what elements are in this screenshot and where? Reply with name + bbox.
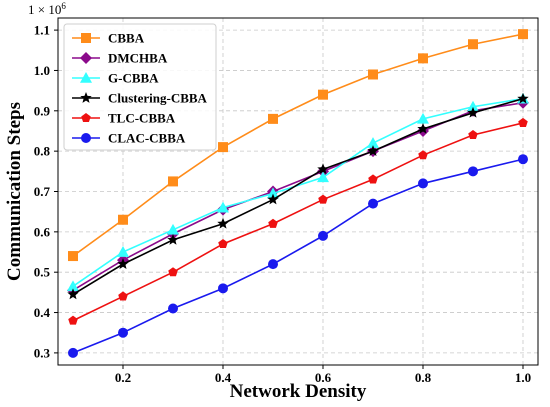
data-point-clac-cbba bbox=[68, 347, 78, 358]
data-point-g-cbba bbox=[267, 187, 279, 199]
series-clustering-cbba bbox=[67, 92, 529, 300]
y-tick-label: 0.4 bbox=[34, 305, 51, 320]
legend-marker bbox=[80, 92, 92, 103]
data-point-cbba bbox=[168, 176, 178, 187]
data-point-g-cbba bbox=[117, 246, 129, 257]
legend-marker bbox=[80, 52, 92, 64]
data-point-cbba bbox=[368, 69, 378, 80]
data-point-clustering-cbba bbox=[267, 193, 279, 205]
legend: CBBA DMCHBA G-CBBA Clustering-CBBA TLC-CBBA C… bbox=[63, 23, 217, 151]
data-point-g-cbba bbox=[317, 171, 329, 183]
data-point-clustering-cbba bbox=[467, 106, 479, 118]
data-point-tlc-cbba bbox=[368, 174, 378, 184]
data-point-cbba bbox=[218, 142, 228, 153]
data-point-tlc-cbba bbox=[168, 267, 178, 277]
data-point-clac-cbba bbox=[118, 327, 128, 338]
data-point-clac-cbba bbox=[318, 230, 328, 241]
x-axis-label: Network Density bbox=[230, 381, 367, 402]
y-tick-label: 1.1 bbox=[34, 23, 50, 38]
y-tick-label: 0.7 bbox=[34, 184, 51, 199]
axis-ticks: 0.2 0.4 0.6 0.8 1.0 0.3 0.4 0.5 0.6 0.7 0.8 0.9 1.0 1… bbox=[34, 23, 531, 385]
data-point-cbba bbox=[118, 214, 128, 225]
data-point-clac-cbba bbox=[268, 259, 278, 270]
data-point-clustering-cbba bbox=[367, 145, 379, 157]
y-tick-label: 0.5 bbox=[34, 265, 51, 280]
data-point-clustering-cbba bbox=[117, 258, 129, 269]
data-point-cbba bbox=[268, 113, 278, 124]
series-line-g-cbba bbox=[72, 97, 524, 287]
data-point-tlc-cbba bbox=[318, 194, 328, 204]
y-tick-label: 0.6 bbox=[34, 224, 51, 239]
data-point-g-cbba bbox=[217, 201, 229, 213]
series-line-clustering-cbba bbox=[72, 97, 524, 296]
x-tick-label: 0.8 bbox=[415, 370, 432, 385]
data-point-cbba bbox=[318, 89, 328, 100]
legend-label: Clustering-CBBA bbox=[108, 91, 208, 106]
x-tick-label: 1.0 bbox=[515, 370, 531, 385]
legend-marker bbox=[81, 133, 91, 143]
series-clac-cbba bbox=[68, 154, 528, 358]
legend-label: TLC-CBBA bbox=[108, 111, 176, 126]
data-point-clustering-cbba bbox=[317, 163, 329, 175]
y-axis-multiplier: 1 × 106 bbox=[28, 1, 66, 17]
series-layer bbox=[67, 29, 529, 358]
data-point-clustering-cbba bbox=[217, 217, 229, 229]
data-point-cbba bbox=[418, 53, 428, 64]
legend-label: G-CBBA bbox=[108, 71, 159, 86]
legend-marker bbox=[81, 33, 91, 43]
series-line-tlc-cbba bbox=[72, 122, 524, 322]
data-point-tlc-cbba bbox=[118, 291, 128, 301]
y-tick-label: 0.8 bbox=[34, 144, 51, 159]
legend-label: DMCHBA bbox=[108, 51, 168, 66]
legend-item-cbba: CBBA bbox=[72, 31, 145, 46]
x-tick-label: 0.4 bbox=[215, 370, 232, 385]
data-point-clustering-cbba bbox=[167, 233, 179, 245]
y-tick-label: 0.9 bbox=[34, 103, 51, 118]
data-point-clac-cbba bbox=[218, 283, 228, 294]
data-point-cbba bbox=[468, 39, 478, 50]
series-line-clac-cbba bbox=[72, 158, 524, 354]
legend-box bbox=[63, 23, 217, 151]
data-point-clac-cbba bbox=[368, 198, 378, 209]
legend-label: CLAC-CBBA bbox=[108, 131, 186, 146]
y-tick-label: 1.0 bbox=[34, 63, 50, 78]
series-tlc-cbba bbox=[68, 117, 528, 325]
data-point-g-cbba bbox=[67, 280, 79, 292]
legend-item-tlc-cbba: TLC-CBBA bbox=[72, 111, 176, 126]
legend-item-dmchba: DMCHBA bbox=[72, 51, 168, 66]
series-line-cbba bbox=[72, 33, 524, 257]
data-point-clustering-cbba bbox=[517, 92, 529, 104]
data-point-g-cbba bbox=[167, 223, 179, 235]
legend-item-clustering-cbba: Clustering-CBBA bbox=[72, 91, 208, 106]
x-tick-label: 0.2 bbox=[115, 370, 131, 385]
data-point-tlc-cbba bbox=[468, 130, 478, 140]
data-point-tlc-cbba bbox=[518, 117, 528, 127]
data-point-cbba bbox=[518, 29, 528, 40]
data-point-tlc-cbba bbox=[268, 218, 278, 228]
legend-label: CBBA bbox=[108, 31, 145, 46]
data-point-g-cbba bbox=[417, 112, 429, 124]
data-point-tlc-cbba bbox=[218, 238, 228, 248]
data-point-clac-cbba bbox=[468, 166, 478, 177]
data-point-clac-cbba bbox=[418, 178, 428, 189]
legend-item-clac-cbba: CLAC-CBBA bbox=[72, 131, 186, 146]
legend-marker bbox=[81, 113, 91, 123]
y-tick-label: 0.3 bbox=[34, 345, 51, 360]
data-point-cbba bbox=[68, 251, 78, 262]
series-cbba bbox=[68, 29, 528, 262]
data-point-clac-cbba bbox=[518, 154, 528, 165]
data-point-clustering-cbba bbox=[417, 122, 429, 134]
data-point-tlc-cbba bbox=[418, 150, 428, 160]
data-point-tlc-cbba bbox=[68, 315, 78, 325]
data-point-clustering-cbba bbox=[67, 288, 79, 300]
data-point-g-cbba bbox=[367, 137, 379, 148]
legend-marker bbox=[80, 72, 92, 83]
data-point-g-cbba bbox=[467, 100, 479, 112]
y-axis-label: Communication Steps bbox=[4, 102, 25, 281]
data-point-clac-cbba bbox=[168, 303, 178, 314]
x-tick-label: 0.6 bbox=[315, 370, 332, 385]
legend-item-g-cbba: G-CBBA bbox=[72, 71, 159, 86]
